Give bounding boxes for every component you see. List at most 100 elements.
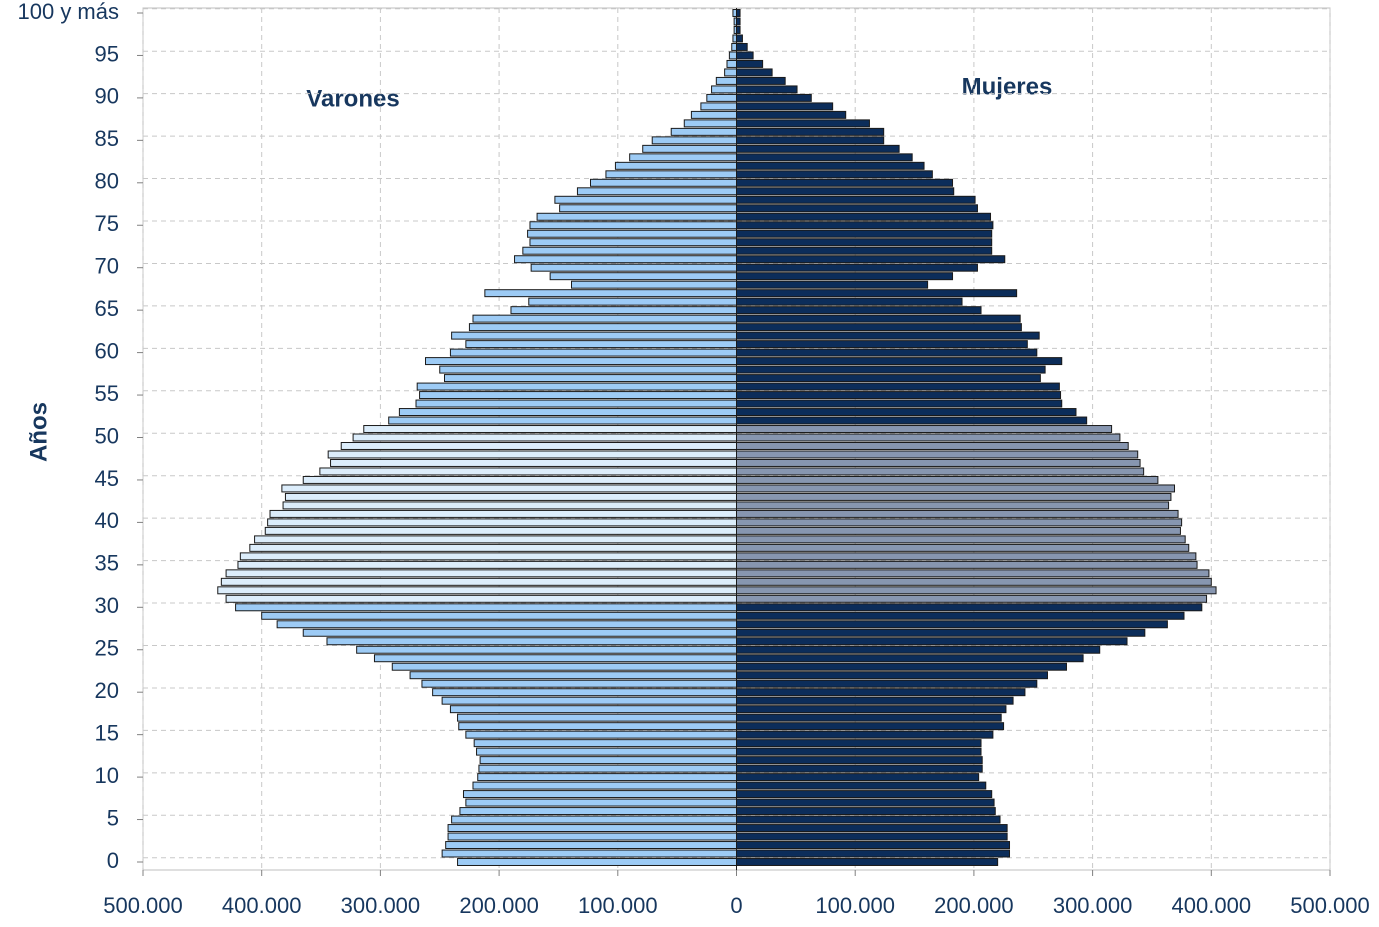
bar <box>237 560 738 569</box>
bar <box>736 637 1128 646</box>
bar <box>736 815 1001 824</box>
bar <box>254 535 737 544</box>
bar <box>736 272 954 281</box>
bar <box>700 102 738 111</box>
bar <box>447 824 737 833</box>
x-tick-label: 100.000 <box>578 893 658 918</box>
bar <box>736 382 1060 391</box>
bar <box>736 238 993 247</box>
bar <box>736 518 1183 527</box>
bar <box>731 42 738 51</box>
bar <box>451 815 737 824</box>
bar <box>419 391 737 400</box>
y-tick-label: 90 <box>95 84 119 109</box>
bar <box>670 127 738 136</box>
bar <box>536 212 737 221</box>
bar <box>264 526 737 535</box>
bar <box>217 586 737 595</box>
bar <box>476 747 737 756</box>
bar <box>736 110 847 119</box>
bar <box>736 824 1008 833</box>
bar <box>736 730 994 739</box>
bar <box>736 331 1040 340</box>
bar <box>736 433 1121 442</box>
bar <box>736 306 982 315</box>
bar <box>736 127 885 136</box>
bar <box>736 526 1181 535</box>
bar <box>736 458 1141 467</box>
bar <box>736 357 1063 366</box>
bar <box>736 450 1139 459</box>
bar <box>736 781 987 790</box>
bar <box>529 221 737 230</box>
bar <box>510 306 737 315</box>
y-tick-label: 10 <box>95 763 119 788</box>
bar <box>432 688 737 697</box>
bar <box>443 374 737 383</box>
bar <box>235 603 737 612</box>
bar <box>736 314 1021 323</box>
bar <box>736 144 900 153</box>
y-tick-label: 60 <box>95 338 119 363</box>
bar <box>220 577 738 586</box>
bar <box>736 374 1041 383</box>
bar <box>391 662 737 671</box>
bar <box>736 119 870 128</box>
bar <box>642 144 737 153</box>
y-tick-label: 65 <box>95 296 119 321</box>
bar <box>465 730 737 739</box>
bar <box>736 246 993 255</box>
bar <box>373 654 737 663</box>
bar <box>736 756 983 765</box>
bar <box>736 586 1217 595</box>
bar <box>458 722 737 731</box>
y-tick-label: 20 <box>95 678 119 703</box>
bar <box>736 161 925 170</box>
bar <box>409 671 737 680</box>
bar <box>736 722 1005 731</box>
bar <box>736 501 1170 510</box>
bar <box>302 628 737 637</box>
bar <box>736 832 1008 841</box>
bar <box>736 416 1088 425</box>
bar <box>736 229 993 238</box>
bar <box>267 518 737 527</box>
bar <box>530 263 737 272</box>
y-tick-label: 45 <box>95 466 119 491</box>
bar <box>457 858 737 866</box>
bar <box>327 450 737 459</box>
bar <box>736 348 1038 357</box>
bar <box>439 365 737 374</box>
bar <box>451 331 737 340</box>
bar <box>736 688 1026 697</box>
bar <box>736 102 834 111</box>
bar <box>468 323 737 332</box>
bar <box>736 603 1203 612</box>
bar <box>415 399 737 408</box>
bar <box>736 51 754 60</box>
bar <box>449 348 737 357</box>
y-tick-label: 30 <box>95 593 119 618</box>
x-tick-label: 200.000 <box>459 893 539 918</box>
bar <box>736 221 994 230</box>
bar <box>732 9 738 17</box>
bar <box>736 747 982 756</box>
bar <box>736 42 748 51</box>
bar <box>736 543 1190 552</box>
bar <box>319 467 737 476</box>
x-tick-label: 500.000 <box>1290 893 1370 918</box>
bar <box>477 773 737 782</box>
bar <box>356 645 737 654</box>
bar <box>736 93 812 102</box>
bar <box>736 841 1011 850</box>
y-tick-label: 5 <box>107 805 119 830</box>
bar <box>528 297 738 306</box>
bar <box>736 85 798 94</box>
bar <box>736 399 1063 408</box>
bar <box>736 705 1007 714</box>
bar <box>478 764 737 773</box>
bar <box>281 484 737 493</box>
bar <box>352 433 737 442</box>
bar <box>736 807 996 816</box>
